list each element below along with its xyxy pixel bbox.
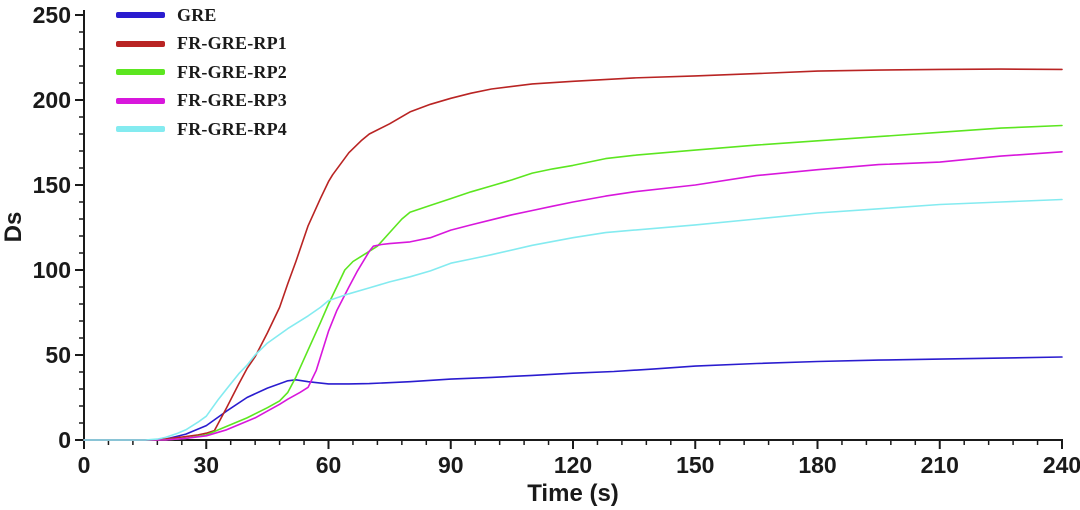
x-tick-label: 60: [316, 452, 342, 478]
y-tick-label: 0: [58, 427, 71, 453]
x-tick-label: 30: [193, 452, 219, 478]
legend-item-fr-gre-rp3: FR-GRE-RP3: [116, 87, 287, 116]
legend-item-fr-gre-rp1: FR-GRE-RP1: [116, 30, 287, 59]
legend-item-fr-gre-rp2: FR-GRE-RP2: [116, 58, 287, 87]
legend-item-gre: GRE: [116, 1, 287, 30]
series-line-fr-gre-rp4: [83, 198, 1063, 441]
legend-swatch-gre: [116, 12, 165, 19]
x-tick-label: 150: [676, 452, 714, 478]
legend-swatch-fr-gre-rp4: [116, 126, 165, 133]
series-line-gre: [83, 356, 1063, 441]
legend-item-fr-gre-rp4: FR-GRE-RP4: [116, 115, 287, 144]
legend-swatch-fr-gre-rp2: [116, 69, 165, 76]
y-tick-label: 50: [45, 342, 71, 368]
series-line-fr-gre-rp3: [83, 151, 1063, 441]
x-tick-label: 90: [438, 452, 464, 478]
series-line-fr-gre-rp2: [83, 124, 1063, 441]
legend-label-fr-gre-rp4: FR-GRE-RP4: [177, 118, 287, 139]
legend-label-fr-gre-rp1: FR-GRE-RP1: [177, 33, 287, 54]
legend-label-fr-gre-rp2: FR-GRE-RP2: [177, 61, 287, 82]
y-tick-label: 100: [33, 257, 71, 283]
x-tick-label: 0: [78, 452, 91, 478]
legend-swatch-fr-gre-rp1: [116, 40, 165, 47]
x-tick-label: 180: [798, 452, 836, 478]
legend: GRE FR-GRE-RP1 FR-GRE-RP2 FR-GRE-RP3 FR-…: [116, 1, 287, 144]
legend-label-gre: GRE: [177, 4, 217, 25]
x-axis-title: Time (s): [527, 480, 619, 507]
y-axis-title: Ds: [0, 211, 27, 243]
series-line-fr-gre-rp1: [83, 68, 1063, 441]
x-tick-label: 240: [1043, 452, 1080, 478]
y-tick-label: 200: [33, 87, 71, 113]
y-tick-label: 250: [33, 2, 71, 28]
y-tick-label: 150: [33, 172, 71, 198]
x-tick-label: 120: [554, 452, 592, 478]
x-tick-label: 210: [921, 452, 959, 478]
legend-label-fr-gre-rp3: FR-GRE-RP3: [177, 90, 287, 111]
legend-swatch-fr-gre-rp3: [116, 97, 165, 104]
